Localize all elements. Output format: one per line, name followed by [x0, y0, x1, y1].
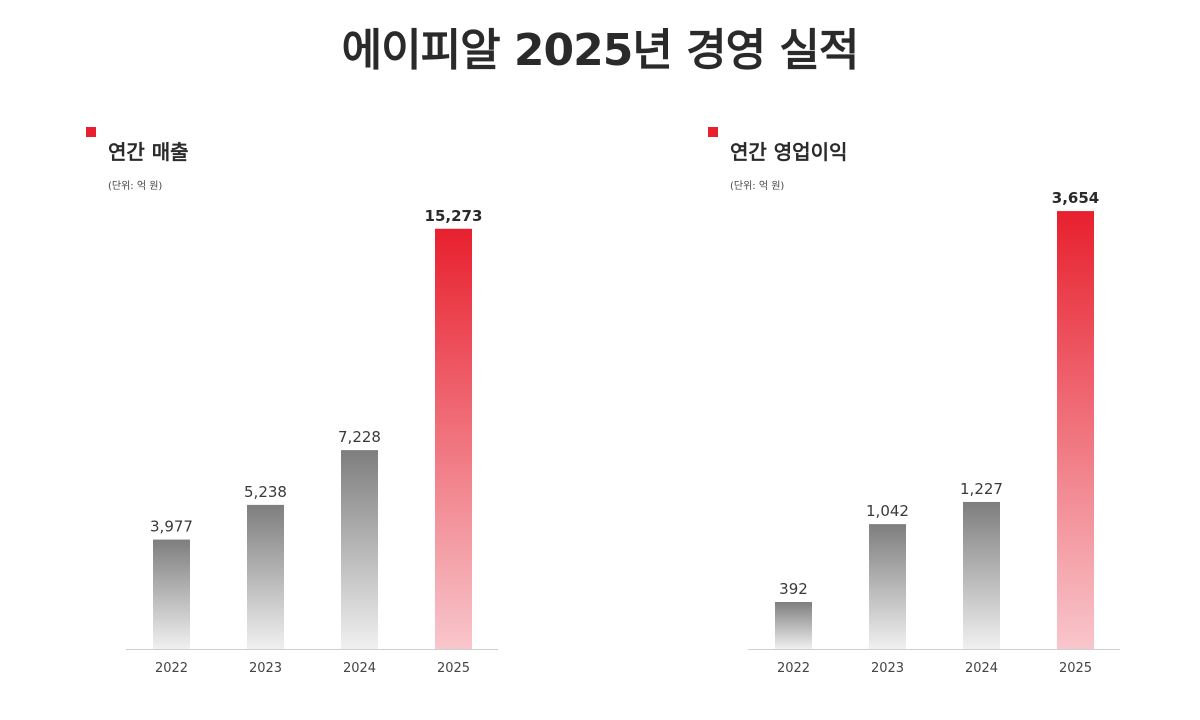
- x-tick-label-2025: 2025: [1059, 661, 1092, 676]
- value-label-2025: 3,654: [1052, 189, 1099, 207]
- bar-2025: [435, 228, 472, 649]
- value-label-2023: 1,042: [866, 502, 909, 520]
- bar-2024: [963, 501, 1000, 649]
- value-label-2025: 15,273: [425, 207, 483, 225]
- x-tick-label-2022: 2022: [155, 661, 188, 676]
- bar-2022: [775, 602, 812, 649]
- bar-2023: [247, 504, 284, 649]
- bar-2025: [1057, 211, 1094, 649]
- x-tick-label-2025: 2025: [437, 661, 470, 676]
- revenue-chart-unit: (단위: 억 원): [108, 181, 163, 192]
- operating-profit-bar-chart: 392 2022 1,042 2023 1,227 2024 3,654 2025: [748, 189, 1120, 676]
- x-tick-label-2023: 2023: [871, 661, 904, 676]
- operating-profit-chart-title: 연간 영업이익: [730, 140, 848, 164]
- value-label-2024: 7,228: [338, 428, 381, 446]
- revenue-chart-panel: 연간 매출 (단위: 억 원) 3,977 2022 5,238 2023 7,228 2…: [86, 127, 498, 676]
- bar-2023: [869, 524, 906, 649]
- value-label-2023: 5,238: [244, 483, 287, 501]
- operating-profit-chart-unit: (단위: 억 원): [730, 181, 785, 192]
- page-title: 에이피알 2025년 경영 실적: [341, 25, 860, 76]
- title-marker-icon: [86, 127, 96, 137]
- value-label-2022: 392: [779, 580, 808, 598]
- x-tick-label-2022: 2022: [777, 661, 810, 676]
- value-label-2022: 3,977: [150, 518, 193, 536]
- value-label-2024: 1,227: [960, 480, 1003, 498]
- operating-profit-chart-panel: 연간 영업이익 (단위: 억 원) 392 2022 1,042 2023 1,227 2…: [600, 0, 1200, 720]
- title-marker-icon: [708, 127, 718, 137]
- revenue-chart-title: 연간 매출: [108, 140, 189, 164]
- revenue-bar-chart: 3,977 2022 5,238 2023 7,228 2024 15,273 2025: [126, 207, 498, 676]
- x-tick-label-2023: 2023: [249, 661, 282, 676]
- bar-2024: [341, 450, 378, 649]
- bar-2022: [153, 539, 190, 649]
- x-tick-label-2024: 2024: [343, 661, 376, 676]
- x-tick-label-2024: 2024: [965, 661, 998, 676]
